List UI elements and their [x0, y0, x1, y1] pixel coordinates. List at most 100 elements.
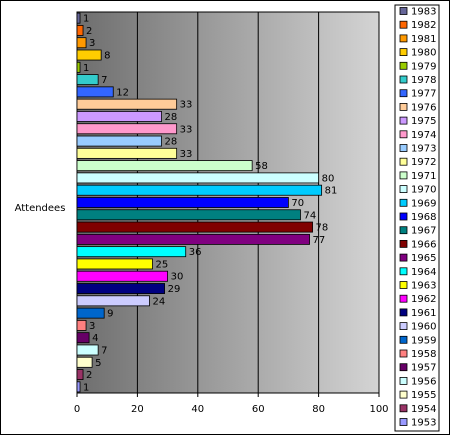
legend-swatch [399, 349, 408, 358]
bar [76, 123, 178, 135]
legend-swatch [399, 185, 408, 194]
bar [76, 369, 84, 381]
legend-label: 1976 [411, 102, 436, 113]
bar [76, 209, 301, 221]
x-tick-label: 0 [74, 404, 80, 415]
legend-swatch [399, 157, 408, 166]
bar-value-label: 33 [180, 124, 193, 135]
bar-value-label: 8 [104, 51, 110, 62]
legend-label: 1959 [411, 335, 436, 346]
bar [76, 184, 323, 196]
legend-label: 1961 [411, 308, 436, 319]
bar [76, 233, 310, 245]
legend-label: 1981 [411, 34, 436, 45]
bar-value-label: 25 [156, 259, 169, 270]
legend-swatch [399, 253, 408, 262]
bar [76, 197, 289, 208]
bar [76, 147, 178, 159]
bar [76, 283, 165, 294]
legend-swatch [399, 61, 408, 70]
bar [76, 332, 90, 344]
bar [76, 381, 81, 393]
bar [76, 37, 87, 49]
x-axis: 0 20 40 60 80 100 [74, 393, 389, 415]
legend-label: 1972 [411, 157, 436, 168]
legend-label: 1970 [411, 185, 436, 196]
bar [76, 221, 313, 233]
bar [76, 160, 253, 172]
bar-value-label: 58 [255, 161, 268, 172]
bar [76, 111, 162, 122]
x-tick-label: 40 [191, 404, 204, 415]
legend-swatch [399, 171, 408, 180]
legend-swatch [399, 7, 408, 15]
bar [76, 24, 84, 36]
bar-value-label: 3 [89, 38, 95, 49]
bar-value-label: 29 [168, 284, 181, 295]
bar [76, 172, 320, 184]
bar-value-label: 1 [83, 382, 89, 393]
bar [76, 295, 150, 307]
bar-value-label: 80 [322, 173, 335, 184]
legend-swatch [399, 20, 408, 29]
legend-swatch [399, 144, 408, 152]
legend-label: 1962 [411, 294, 436, 305]
legend-label: 1955 [411, 390, 436, 401]
legend-swatch [399, 130, 408, 139]
legend-swatch [399, 103, 408, 111]
legend-swatch [399, 198, 408, 207]
legend-label: 1967 [411, 226, 436, 237]
category-label: Attendees [15, 203, 66, 214]
legend-label: 1983 [411, 7, 436, 18]
legend-swatch [399, 308, 408, 317]
legend-swatch [399, 267, 408, 276]
legend-label: 1975 [411, 116, 436, 127]
bar [76, 319, 87, 331]
legend-label: 1966 [411, 239, 436, 250]
legend-label: 1977 [411, 89, 436, 100]
bar-value-label: 4 [92, 333, 98, 344]
legend-label: 1960 [411, 322, 436, 333]
bar-value-label: 36 [189, 247, 202, 258]
bar-value-label: 2 [86, 26, 92, 37]
bar [76, 270, 168, 282]
legend-label: 1957 [411, 363, 436, 374]
bar [76, 98, 178, 110]
x-tick-label: 60 [252, 404, 265, 415]
legend-swatch [399, 239, 408, 248]
legend-swatch [399, 363, 408, 372]
legend-label: 1969 [411, 198, 436, 209]
legend-swatch [399, 75, 408, 84]
legend-label: 1958 [411, 349, 436, 360]
legend-swatch [399, 376, 408, 385]
bar [76, 258, 153, 270]
legend-swatch [399, 34, 408, 43]
bar-value-label: 1 [83, 14, 89, 25]
legend-swatch [399, 89, 408, 98]
bar-value-label: 24 [152, 296, 165, 307]
bar-value-label: 3 [89, 321, 95, 332]
x-tick-label: 20 [131, 404, 144, 415]
bar-value-label: 2 [86, 370, 92, 381]
legend-label: 1953 [411, 418, 436, 429]
bar-value-label: 33 [180, 149, 193, 160]
bar-value-label: 1 [83, 63, 89, 74]
legend-swatch [399, 322, 408, 331]
bar [76, 86, 114, 98]
bars [76, 12, 323, 393]
bar-value-label: 33 [180, 100, 193, 111]
bar [76, 12, 81, 24]
bar [76, 74, 99, 86]
legend-label: 1954 [411, 404, 436, 415]
legend-swatch [399, 212, 408, 221]
legend-label: 1982 [411, 20, 436, 31]
bar-value-label: 77 [313, 235, 326, 246]
legend-label: 1973 [411, 144, 436, 155]
legend-swatch [399, 418, 408, 426]
bar [76, 307, 105, 319]
bar [76, 246, 187, 258]
legend-label: 1968 [411, 212, 436, 223]
bar-value-label: 70 [291, 198, 304, 209]
legend-swatch [399, 116, 408, 125]
